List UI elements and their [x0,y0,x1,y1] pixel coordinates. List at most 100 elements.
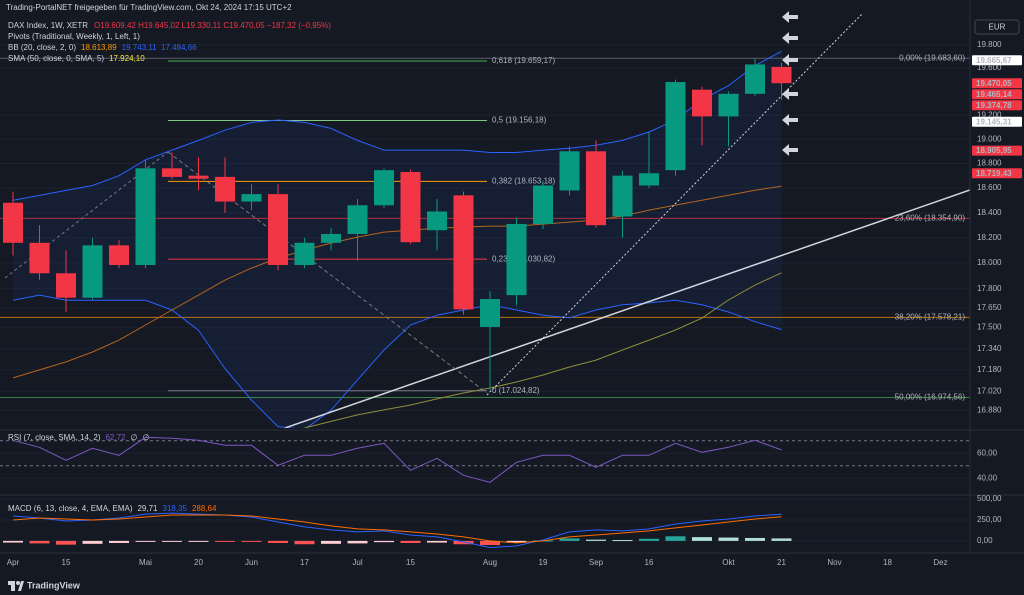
indicator-value: ∅ [131,433,138,442]
candle-body [480,299,500,327]
candle-body [162,168,182,177]
candle-body [771,66,792,84]
arrow [782,144,798,156]
x-tick-label: 19 [539,558,548,567]
symbol: DAX Index, 1W, XETR [8,21,88,30]
price-label-box [972,100,1022,111]
y-tick-label: 500,00 [977,494,1002,503]
y-tick-label: 17.340 [977,344,1002,353]
histogram-bar [135,540,156,542]
currency-box[interactable] [974,19,1020,35]
y-tick-label: 19.800 [977,40,1002,49]
candle-body [268,194,288,265]
histogram-bar [745,537,765,541]
x-tick-label: Apr [7,558,20,567]
price-label-box [972,168,1022,179]
histogram-bar [241,540,262,542]
candle-body [692,89,712,117]
indicator-value: 18.613,89 [81,43,117,52]
histogram-bar [29,540,50,544]
indicator-name: MACD (6, 13, close, 4, EMA, EMA) [8,504,133,513]
candle-body [56,273,76,298]
candle-body [453,195,474,310]
x-tick-label: 20 [194,558,203,567]
price-label-box [972,89,1022,100]
candle-body [374,170,394,206]
candle-body [347,205,368,234]
histogram-bar [453,540,474,545]
drawings [3,13,970,428]
x-tick-label: 17 [300,558,309,567]
histogram-bar [215,540,235,542]
price-label: 18.719,43 [976,169,1012,178]
candle-body [533,185,553,224]
indicator-value: 288,64 [192,504,217,513]
x-tick-label: 15 [406,558,415,567]
candle-body [612,175,633,217]
price-label-box [972,116,1022,127]
candle-body [718,93,739,117]
indicator-name: SMA (50, close, 0, SMA, 5) [8,54,104,63]
fib-label: 0,382 (18.653,18) [492,177,555,186]
y-tick-label: 18.600 [977,183,1002,192]
legend-line: Pivots (Traditional, Weekly, 1, Left, 1) [8,32,140,41]
axes: 19.800 19.600 19.200 19.000 18.800 18.600 18.4… [7,40,1022,567]
histogram-bar [109,540,129,543]
price-label: 19.465,14 [976,90,1012,99]
fib-label: 0 (17.024,82) [492,386,540,395]
candle-body [506,223,527,296]
histogram-bar [400,540,421,543]
histogram-bar [771,538,792,541]
price-label: 18.905,95 [976,146,1012,155]
indicator-value: 29,71 [137,504,158,513]
arrow [782,114,798,126]
fib-label: 38,20% (17.578,21) [895,313,966,322]
price-label: 19.470,05 [976,79,1012,88]
logo-mark [16,581,20,585]
histogram-bar [82,540,103,544]
x-tick-label: Jun [245,558,258,567]
indicator-line [12,185,782,379]
price-label-box [972,78,1022,89]
price-label: 19.665,67 [976,56,1012,65]
histogram-bar [718,537,739,541]
histogram-bar [506,540,527,543]
arrow [782,54,798,66]
candle-body [294,242,315,265]
candle-body [665,82,686,171]
indicator-value: 19.743,11 [122,43,158,52]
trend-line [284,189,970,428]
candle-body [321,233,341,243]
candle-body [559,151,580,191]
x-tick-label: Aug [483,558,497,567]
y-tick-label: 40,00 [977,473,998,482]
histogram-bar [268,540,288,543]
arrow [782,11,798,23]
candle-body [745,64,765,94]
x-tick-label: 16 [645,558,654,567]
x-tick-label: Nov [827,558,841,567]
candle-body [427,211,447,231]
histogram-bar [374,540,394,543]
fib-label: 0,00% (19.683,60) [899,53,965,62]
histogram-bar [692,537,712,541]
x-tick-label: 15 [62,558,71,567]
y-tick-label: 17.800 [977,284,1002,293]
fib-label: 0,5 (19.156,18) [492,116,547,125]
histogram-bar [188,540,209,542]
currency[interactable]: EUR [989,23,1006,32]
indicator-value: 17.924,10 [109,54,145,63]
fib-swing-line [4,151,169,279]
y-tick-label: 19.000 [977,134,1002,143]
y-tick-label: 60,00 [977,448,998,457]
arrows [782,11,798,156]
fib-label: 0,618 (19.659,17) [492,56,555,65]
histogram-bar [612,540,633,542]
histogram-bar [665,536,686,541]
histogram-bar [559,538,580,541]
x-tick-label: Jul [352,558,362,567]
y-tick-label: 18.000 [977,258,1002,267]
histogram-bar [162,540,182,542]
indicator-value: 318,35 [163,504,188,513]
